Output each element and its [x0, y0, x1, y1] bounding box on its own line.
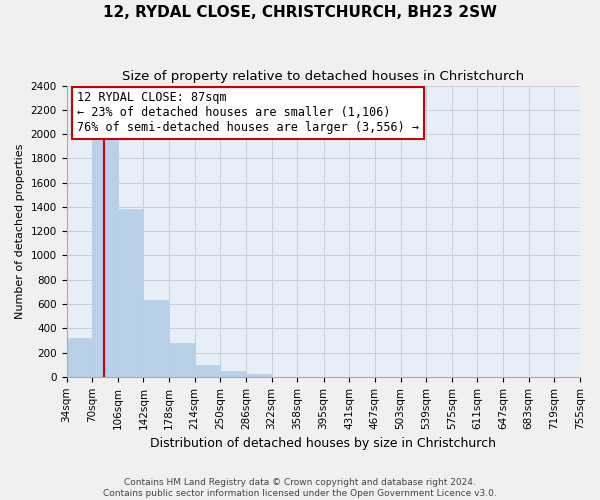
Bar [246, 374, 272, 377]
Y-axis label: Number of detached properties: Number of detached properties [15, 144, 25, 319]
Bar [118, 208, 143, 377]
Text: Contains HM Land Registry data © Crown copyright and database right 2024.
Contai: Contains HM Land Registry data © Crown c… [103, 478, 497, 498]
Text: 12, RYDAL CLOSE, CHRISTCHURCH, BH23 2SW: 12, RYDAL CLOSE, CHRISTCHURCH, BH23 2SW [103, 5, 497, 20]
Title: Size of property relative to detached houses in Christchurch: Size of property relative to detached ho… [122, 70, 524, 83]
Bar [220, 372, 246, 377]
Text: 12 RYDAL CLOSE: 87sqm
← 23% of detached houses are smaller (1,106)
76% of semi-d: 12 RYDAL CLOSE: 87sqm ← 23% of detached … [77, 92, 419, 134]
X-axis label: Distribution of detached houses by size in Christchurch: Distribution of detached houses by size … [150, 437, 496, 450]
Bar [143, 300, 169, 377]
Bar [195, 366, 220, 377]
Bar [92, 140, 118, 377]
Bar [67, 338, 92, 377]
Bar [169, 344, 195, 377]
